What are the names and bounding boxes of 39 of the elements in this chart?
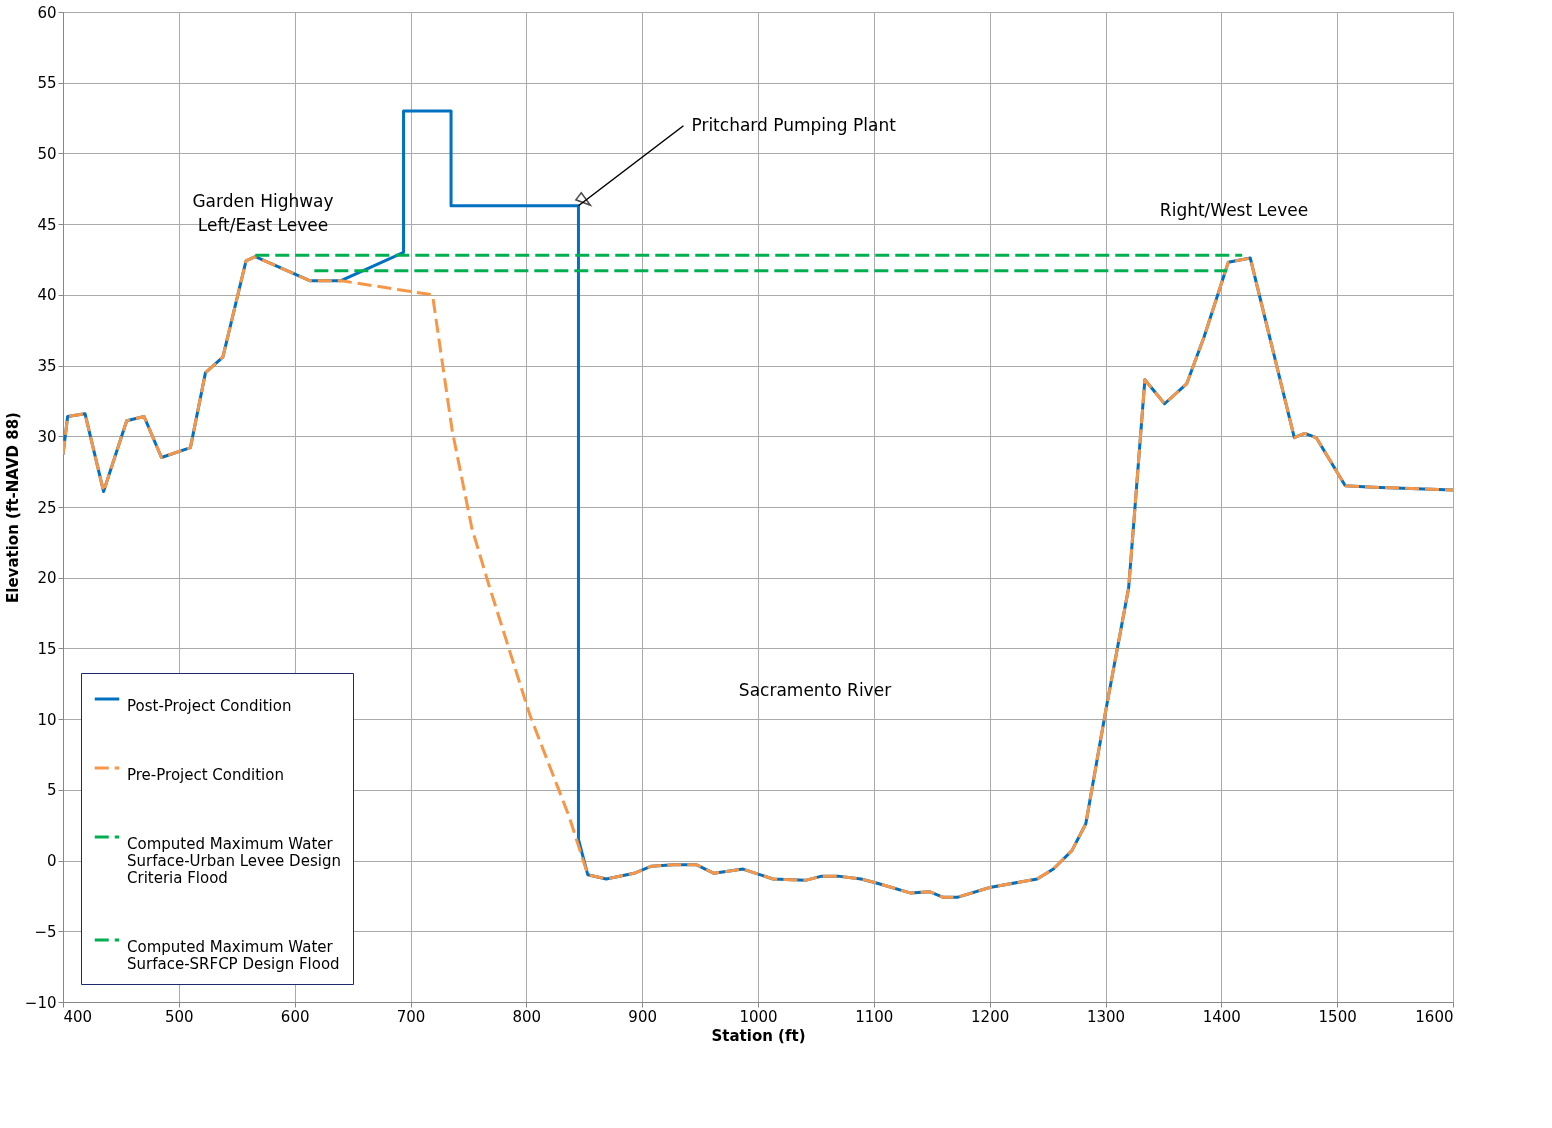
annotation: Garden Highway Left/East Levee xyxy=(192,191,334,235)
y-axis-title: Elevation (ft-NAVD 88) xyxy=(3,412,22,603)
x-tick-label: 1600 xyxy=(1415,1007,1454,1026)
y-tick-label: 5 xyxy=(46,781,57,800)
x-tick-label: 1500 xyxy=(1318,1007,1357,1026)
x-tick-label: 900 xyxy=(628,1007,657,1026)
x-tick-label: 1100 xyxy=(855,1007,894,1026)
legend-label: Post-Project Condition xyxy=(127,697,292,715)
y-tick-label: −10 xyxy=(24,993,57,1012)
x-tick-label: 800 xyxy=(512,1007,542,1026)
y-tick-label: 40 xyxy=(37,286,57,305)
legend-label: Computed Maximum Water Surface-Urban Levee Design Criteria Flood xyxy=(127,835,341,887)
x-tick-label: 400 xyxy=(63,1007,93,1026)
x-tick-label: 1400 xyxy=(1202,1007,1241,1026)
x-tick-label: 1000 xyxy=(739,1007,778,1026)
y-tick-label: 10 xyxy=(37,710,57,729)
x-tick-label: 500 xyxy=(165,1007,194,1026)
legend-label: Computed Maximum Water Surface-SRFCP Design Flood xyxy=(127,938,340,973)
annotation: Sacramento River xyxy=(738,680,892,700)
x-tick-label: 1300 xyxy=(1086,1007,1126,1026)
y-tick-label: 25 xyxy=(37,498,57,517)
legend-label: Pre-Project Condition xyxy=(127,766,284,784)
y-tick-label: 45 xyxy=(37,215,57,234)
x-tick-label: 1200 xyxy=(971,1007,1010,1026)
y-tick-label: 55 xyxy=(37,74,57,93)
x-axis-title: Station (ft) xyxy=(711,1026,806,1045)
y-tick-label: −5 xyxy=(34,922,57,941)
y-tick-label: 30 xyxy=(37,427,57,446)
annotation: Right/West Levee xyxy=(1159,200,1309,220)
x-tick-label: 600 xyxy=(280,1007,310,1026)
y-tick-label: 15 xyxy=(37,639,57,658)
y-tick-label: 20 xyxy=(37,569,57,588)
y-tick-label: 60 xyxy=(37,3,57,22)
y-tick-label: 35 xyxy=(37,357,57,376)
line-series xyxy=(63,255,1453,899)
x-tick-label: 700 xyxy=(396,1007,426,1026)
y-tick-label: 0 xyxy=(46,852,57,871)
annotation: Pritchard Pumping Plant xyxy=(691,114,897,135)
y-tick-label: 50 xyxy=(37,144,57,163)
